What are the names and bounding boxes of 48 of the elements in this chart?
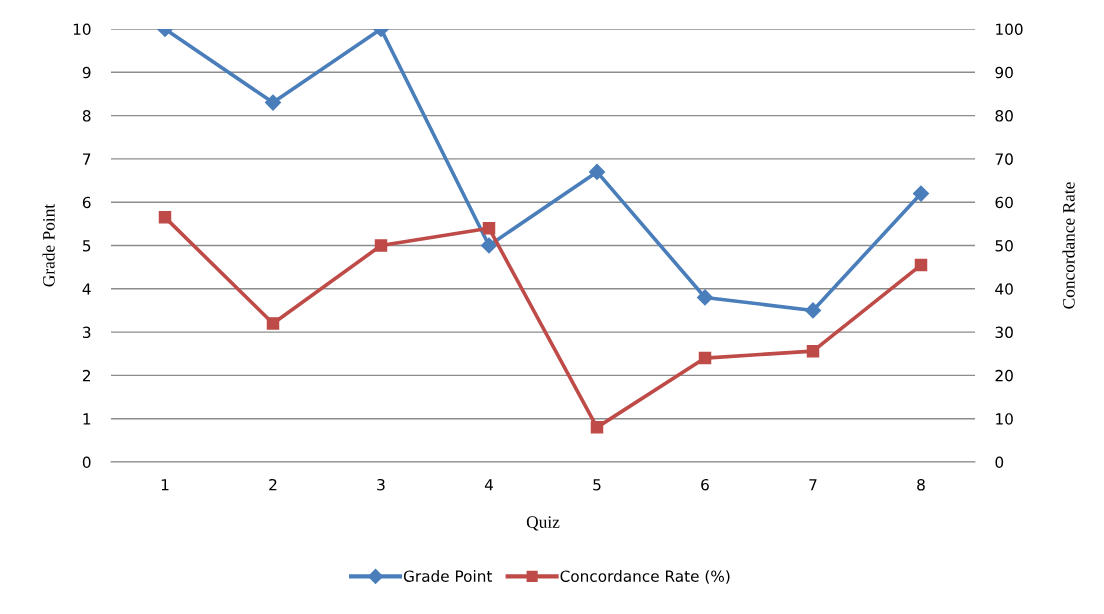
y-tick-label: 3: [83, 326, 91, 339]
y-tick-label: 6: [82, 196, 91, 209]
y2-axis-title: Concordance Rate: [1062, 182, 1075, 309]
x-tick-label: 4: [484, 479, 493, 491]
point: [914, 258, 928, 272]
point: [912, 185, 930, 202]
y-tick-label: 10: [73, 23, 91, 36]
y-tick-label: 9: [82, 66, 91, 79]
y-tick-label: 1: [83, 413, 91, 425]
x-tick-label: 7: [809, 479, 817, 491]
y2-tick-label: 30: [995, 326, 1013, 339]
point: [480, 237, 498, 254]
y2-tick-label: 0: [995, 456, 1004, 469]
y-axis-title: Grade Point: [42, 203, 55, 287]
point: [158, 211, 172, 224]
x-tick-label: 5: [593, 479, 601, 491]
y-tick-label: 5: [83, 240, 91, 252]
y-tick-label: 8: [82, 110, 91, 122]
y-tick-label: 4: [82, 283, 91, 295]
point: [698, 351, 712, 365]
y2-tick-label: 90: [995, 66, 1013, 79]
point: [266, 317, 280, 330]
point: [482, 221, 496, 235]
x-tick-label: 2: [269, 478, 277, 491]
point: [804, 302, 822, 319]
point: [806, 344, 820, 358]
y2-tick-label: 70: [995, 153, 1013, 165]
point: [696, 289, 714, 306]
y2-tick-label: 50: [995, 239, 1013, 252]
y-tick-label: 7: [83, 153, 91, 165]
y-tick-label: 0: [82, 456, 91, 469]
y2-tick-label: 20: [995, 369, 1013, 382]
point: [590, 421, 604, 434]
x-tick-label: 8: [917, 478, 925, 491]
legend-label: Grade Point: [403, 570, 493, 582]
x-tick-label: 3: [377, 478, 385, 491]
y2-tick-label: 100: [996, 23, 1023, 36]
y2-tick-label: 60: [995, 196, 1013, 209]
x-tick-label: 6: [701, 478, 709, 491]
point: [588, 163, 606, 180]
legend-label: Concordance Rate (%): [560, 570, 730, 584]
y2-tick-label: 40: [995, 283, 1013, 295]
y2-tick-label: 80: [995, 110, 1013, 122]
x-tick-label: 1: [161, 479, 169, 491]
y2-tick-label: 10: [996, 413, 1013, 425]
x-axis-title: Quiz: [526, 516, 560, 531]
y-tick-label: 2: [82, 369, 91, 382]
point: [374, 239, 388, 252]
